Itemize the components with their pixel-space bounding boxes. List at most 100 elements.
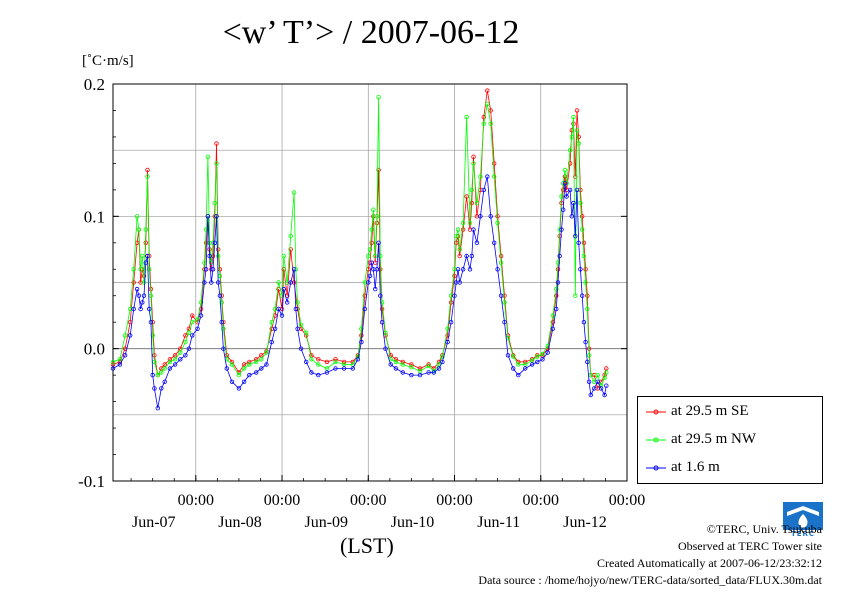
data-point-1	[467, 220, 473, 226]
data-point-2	[569, 214, 574, 219]
data-point-2	[400, 370, 405, 375]
credit-observed: Observed at TERC Tower site	[677, 539, 822, 553]
data-point-0	[359, 333, 364, 338]
data-point-1	[229, 362, 235, 367]
data-point-0	[198, 306, 204, 312]
data-point-2	[409, 372, 414, 378]
data-point-0	[488, 108, 493, 113]
y-tick-label: 0.1	[84, 207, 105, 226]
data-point-1	[409, 365, 414, 370]
data-point-2	[550, 326, 555, 331]
data-point-1	[481, 121, 486, 126]
data-point-2	[378, 293, 383, 298]
x-tick-date-label: Jun-09	[304, 514, 348, 531]
data-point-2	[436, 366, 442, 371]
data-point-2	[269, 339, 274, 345]
data-point-2	[452, 293, 457, 298]
x-tick-time-label: 00:00	[178, 492, 214, 509]
y-tick-label: -0.1	[78, 472, 105, 491]
data-point-1	[562, 167, 568, 173]
data-point-1	[264, 350, 269, 355]
data-point-1	[241, 366, 247, 371]
data-point-0	[229, 359, 235, 365]
data-point-2	[219, 320, 224, 325]
data-point-1	[359, 326, 364, 331]
data-point-2	[259, 366, 264, 371]
data-point-0	[585, 293, 590, 298]
data-point-0	[316, 357, 321, 362]
data-point-0	[379, 306, 385, 312]
data-point-1	[236, 372, 242, 378]
data-point-1	[333, 359, 338, 365]
data-point-2	[221, 346, 226, 351]
data-point-1	[205, 154, 211, 159]
legend-item-se: at 29.5 m SE	[646, 403, 749, 420]
data-point-2	[236, 386, 242, 391]
data-point-1	[259, 357, 264, 362]
data-point-0	[457, 253, 462, 259]
plot-frame	[112, 83, 628, 482]
data-point-1	[122, 333, 128, 338]
data-point-0	[145, 167, 150, 173]
data-point-0	[471, 154, 476, 159]
y-tick-label: 0.0	[84, 340, 105, 359]
data-point-1	[276, 280, 281, 285]
data-point-2	[576, 240, 581, 245]
data-point-1	[574, 128, 580, 133]
data-point-2	[481, 187, 486, 193]
data-point-2	[210, 267, 216, 272]
data-point-1	[190, 320, 195, 325]
data-point-1	[578, 200, 583, 206]
data-point-1	[581, 253, 587, 259]
data-point-2	[431, 370, 436, 375]
data-point-2	[254, 370, 259, 375]
data-point-2	[492, 240, 497, 245]
data-point-0	[580, 214, 585, 219]
data-point-2	[557, 253, 562, 259]
data-point-2	[186, 346, 192, 351]
data-point-2	[581, 320, 587, 325]
data-point-2	[448, 320, 454, 325]
data-point-1	[155, 372, 160, 378]
data-point-1	[571, 114, 576, 120]
y-axis-unit: [˚C·m/s]	[82, 53, 134, 69]
x-tick-date-label: Jun-10	[391, 514, 435, 531]
data-point-2	[324, 370, 330, 375]
data-point-1	[131, 267, 136, 272]
data-point-2	[183, 353, 188, 358]
data-point-1	[567, 147, 573, 153]
data-point-2	[516, 372, 521, 378]
data-point-2	[362, 306, 367, 312]
data-point-1	[167, 359, 173, 365]
data-point-2	[298, 346, 304, 351]
data-point-1	[140, 253, 145, 259]
data-point-2	[604, 383, 609, 388]
data-point-1	[369, 227, 374, 232]
data-point-1	[469, 187, 474, 193]
credit-created: Created Automatically at 2007-06-12/23:3…	[597, 556, 822, 570]
data-point-2	[559, 227, 564, 232]
data-point-0	[324, 359, 330, 365]
data-point-1	[455, 227, 461, 232]
data-point-0	[369, 240, 374, 245]
data-point-2	[474, 240, 480, 245]
data-point-2	[195, 326, 200, 331]
data-point-0	[448, 300, 454, 305]
data-point-0	[214, 141, 219, 146]
data-point-0	[574, 108, 580, 113]
data-point-2	[460, 267, 466, 272]
data-point-1	[586, 353, 592, 358]
data-point-1	[502, 300, 507, 305]
data-point-2	[205, 214, 211, 219]
data-point-2	[288, 280, 293, 285]
data-point-0	[485, 88, 490, 93]
data-point-2	[272, 326, 278, 331]
data-point-2	[366, 280, 371, 285]
data-point-1	[288, 233, 293, 239]
data-point-1	[162, 366, 167, 371]
data-point-0	[464, 194, 469, 199]
data-point-0	[400, 359, 405, 365]
data-point-1	[604, 370, 609, 375]
data-point-1	[580, 227, 585, 232]
legend-item-1-6m: at 1.6 m	[646, 459, 720, 476]
